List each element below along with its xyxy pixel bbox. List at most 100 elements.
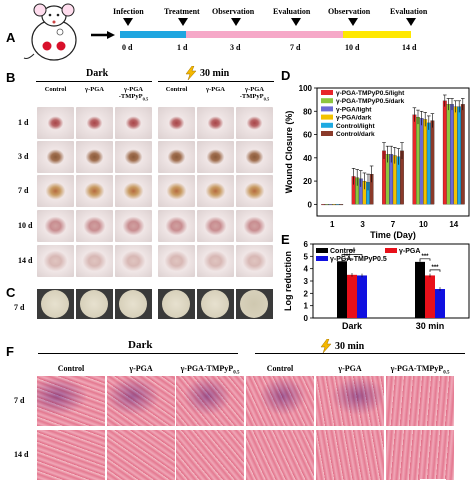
panel-b-group-label-line: -TMPyP [118, 93, 143, 100]
histology-image [37, 430, 105, 480]
histology-image [107, 376, 175, 426]
wound-photo [115, 245, 152, 277]
panel-b-group-label-line: -TMPyP [239, 93, 264, 100]
histology-image [386, 430, 454, 480]
wound-photo [197, 175, 234, 207]
agar-plate [158, 289, 195, 319]
wound-photo [236, 141, 273, 173]
panel-label-c: C [6, 285, 16, 300]
panel-f-group-label: γ-PGA-TMPyP0.5 [386, 364, 454, 376]
chart-d-bar [416, 116, 420, 205]
agar-plate-dish [162, 290, 190, 318]
chart-d-bar [332, 204, 336, 206]
chart-e-bar [425, 275, 435, 318]
wound-photo [236, 175, 273, 207]
wound-closure-chart: 0 20 40 60 80 100 1 3 7 10 14 Wound Closure (%) Time… [284, 84, 470, 240]
histology-image [246, 430, 314, 480]
panel-b-group-label-line: Control [44, 86, 67, 93]
chart-e-significance-label: *** [431, 265, 439, 271]
wound-photo [236, 107, 273, 139]
panel-b-group-label: γ-PGA -TMPyP0.5 [112, 86, 155, 102]
panel-f-group-name: γ-PGA [129, 364, 153, 373]
panel-b-group-label-line: γ-PGA [85, 86, 104, 93]
chart-d-legend-swatch [321, 98, 333, 104]
histology-image [316, 430, 384, 480]
chart-e-xtick-label: Dark [342, 321, 363, 331]
chart-d-xtick-label: 10 [419, 220, 428, 229]
chart-d-bar [430, 120, 435, 205]
timeline-event-evaluation-1: Evaluation [273, 7, 311, 16]
agar-plate-dish [201, 290, 229, 318]
wound-photo [76, 210, 113, 242]
chart-e-significance-label: *** [421, 254, 429, 260]
wound-photo [37, 245, 74, 277]
panel-f-group-name: Control [57, 364, 85, 373]
chart-e-bar [435, 289, 445, 318]
chart-d-bar [453, 106, 458, 205]
chart-e-legend-swatch [316, 256, 328, 261]
timeline-day-10: 10 d [345, 43, 360, 52]
timeline-day-7: 7 d [290, 43, 301, 52]
chart-d-ytick-label: 60 [303, 131, 312, 140]
chart-d-legend-label: γ-PGA-TMPyP0.5/dark [336, 98, 405, 105]
f-lightning-icon [320, 339, 332, 353]
agar-plate-dish [80, 290, 108, 318]
panel-b-group-label: γ-PGA -TMPyP0.5 [233, 86, 276, 102]
chart-e-legend-label: γ-PGA-TMPyP0.5 [330, 256, 387, 263]
wound-photo [236, 245, 273, 277]
panel-b-row-label: 14 d [18, 256, 33, 265]
panel-label-b: B [6, 70, 16, 85]
panel-b-group-label-line: γ-PGA [206, 86, 225, 93]
chart-d-bar [335, 204, 340, 206]
chart-e-legend-label: γ-PGA [399, 248, 420, 255]
wound-photo [158, 107, 195, 139]
panel-f-row-label: 7 d [14, 396, 25, 405]
panel-b-group-label: γ-PGA [194, 86, 237, 93]
chart-e-legend-swatch [385, 248, 397, 253]
panel-f-group-label: Control [37, 364, 105, 373]
wound-photo [158, 141, 195, 173]
panel-b-group-label: Control [155, 86, 198, 93]
chart-e-bar [415, 261, 425, 318]
wound-photo [158, 245, 195, 277]
chart-d-frame [316, 87, 470, 217]
panel-c-row-label: 7 d [14, 303, 25, 312]
chart-d-bar [321, 204, 326, 206]
chart-d-bar [328, 204, 333, 206]
wound-photo [37, 175, 74, 207]
chart-e-bar [347, 274, 357, 318]
chart-e-ytick-label: 1 [304, 302, 309, 311]
wound-photo [115, 141, 152, 173]
chart-e-significance-bracket [341, 258, 353, 261]
timeline-day-14: 14 d [402, 43, 417, 52]
chart-d-legend-swatch [321, 114, 333, 120]
chart-d-legend-swatch [321, 131, 333, 136]
wound-photo [115, 175, 152, 207]
chart-d-bar [426, 122, 431, 205]
panel-f-group-label: Control [246, 364, 314, 373]
timeline-event-infection: Infection [113, 7, 144, 16]
panel-b-group-label-line: 0.5 [142, 96, 149, 102]
agar-plate-dish [240, 290, 268, 318]
chart-d-legend-label: γ-PGA/light [336, 106, 372, 113]
chart-d-xtick-label: 14 [449, 220, 458, 229]
chart-e-ytick-label: 5 [304, 252, 309, 261]
timeline-arrow-icon [91, 31, 115, 39]
chart-e-bar [357, 275, 367, 318]
wound-photo [236, 210, 273, 242]
chart-d-bar [457, 106, 462, 205]
chart-d-bar [339, 204, 344, 206]
panel-f-group-label: γ-PGA [107, 364, 175, 373]
wound-photo [37, 141, 74, 173]
chart-e-significance-label: *** [343, 254, 351, 260]
chart-d-ylabel: Wound Closure (%) [284, 111, 294, 194]
wound-photo [158, 175, 195, 207]
histology-image [176, 430, 244, 480]
panel-b-row-label: 7 d [18, 186, 29, 195]
agar-plate-dish [119, 290, 147, 318]
panel-f-group-name: Control [266, 364, 294, 373]
chart-d-legend-swatch [321, 106, 333, 112]
timeline-bar [120, 18, 416, 38]
panel-b-row-label: 10 d [18, 221, 33, 230]
agar-plate-dish [41, 290, 69, 318]
